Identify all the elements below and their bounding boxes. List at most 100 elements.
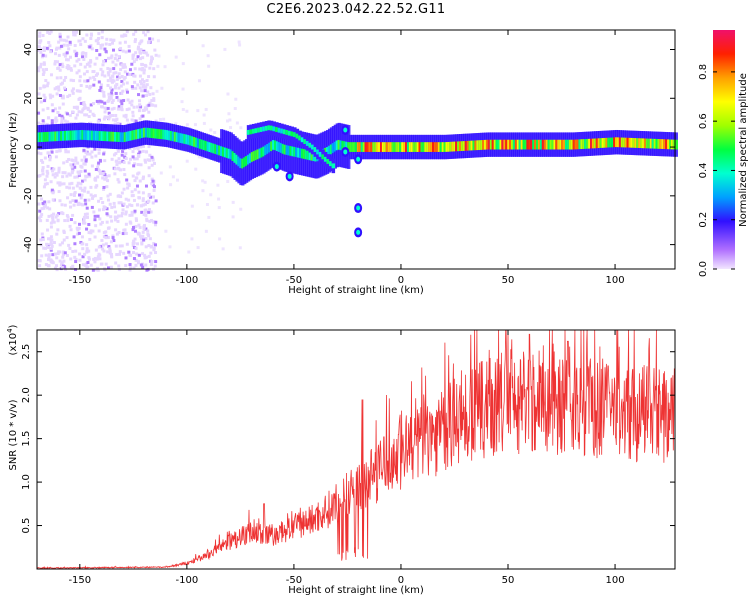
noise-speckle <box>111 118 115 122</box>
noise-speckle <box>239 126 243 130</box>
ridge-core <box>372 142 376 152</box>
noise-speckle <box>102 249 106 253</box>
noise-speckle <box>151 37 155 41</box>
noise-speckle <box>73 64 77 68</box>
noise-speckle <box>113 205 117 209</box>
spectral-blob-core <box>356 229 361 235</box>
noise-speckle <box>49 248 53 252</box>
noise-speckle <box>71 87 75 91</box>
noise-speckle <box>89 59 93 63</box>
ridge-core <box>233 153 237 163</box>
ridge-core <box>337 139 341 150</box>
noise-speckle <box>63 54 67 58</box>
noise-speckle <box>119 168 123 172</box>
y-tick-label: 2.0 <box>21 387 32 403</box>
ridge-core <box>458 141 463 152</box>
ridge-core <box>90 130 95 141</box>
noise-speckle <box>85 243 89 247</box>
noise-speckle <box>39 152 43 156</box>
noise-speckle <box>83 169 87 173</box>
ridge-core <box>651 138 655 149</box>
noise-speckle <box>160 86 164 90</box>
noise-speckle <box>101 43 105 47</box>
noise-speckle <box>97 169 101 173</box>
noise-speckle <box>65 254 69 258</box>
ridge-core <box>649 138 653 149</box>
noise-speckle <box>79 196 83 200</box>
ridge-core <box>563 139 567 150</box>
noise-speckle <box>72 33 76 37</box>
ridge-core <box>453 141 457 152</box>
noise-speckle <box>83 106 87 110</box>
ridge-branch-core <box>311 144 315 150</box>
noise-speckle <box>104 236 108 240</box>
noise-speckle <box>122 251 126 255</box>
ridge-core <box>670 139 675 150</box>
ridge-core <box>611 137 615 148</box>
ridge-core <box>647 138 652 149</box>
noise-speckle <box>136 163 140 167</box>
noise-speckle <box>162 117 166 121</box>
noise-speckle <box>106 106 110 110</box>
noise-speckle <box>157 54 161 58</box>
ridge-core <box>218 145 222 156</box>
ridge-core <box>327 145 332 156</box>
noise-speckle <box>121 89 125 93</box>
noise-speckle <box>117 264 121 268</box>
noise-speckle <box>49 50 53 54</box>
noise-speckle <box>107 174 111 178</box>
noise-speckle <box>86 106 90 110</box>
noise-speckle <box>151 179 155 183</box>
noise-speckle <box>78 39 82 43</box>
ridge-core <box>624 137 628 148</box>
noise-speckle <box>79 101 83 105</box>
noise-speckle <box>40 207 44 211</box>
ridge-core <box>464 140 468 151</box>
noise-speckle <box>85 175 89 179</box>
noise-speckle <box>132 239 136 243</box>
noise-speckle <box>145 83 149 87</box>
noise-speckle <box>39 215 43 219</box>
ridge-core <box>524 139 528 150</box>
noise-speckle <box>112 201 116 205</box>
ridge-core <box>351 142 355 152</box>
spectral-blob-core <box>287 173 292 179</box>
ridge-core <box>443 142 447 152</box>
noise-speckle <box>41 34 45 38</box>
noise-speckle <box>136 261 140 265</box>
noise-speckle <box>87 223 91 227</box>
noise-speckle <box>130 204 134 208</box>
noise-speckle <box>73 242 77 246</box>
noise-speckle <box>79 202 83 206</box>
noise-speckle <box>92 75 96 79</box>
noise-speckle <box>89 231 93 235</box>
ridge-branch-core <box>257 127 261 133</box>
noise-speckle <box>81 51 85 55</box>
noise-speckle <box>74 249 78 253</box>
noise-speckle <box>110 54 114 58</box>
noise-speckle <box>114 228 118 232</box>
noise-speckle <box>130 213 134 217</box>
noise-speckle <box>47 243 51 247</box>
noise-speckle <box>217 197 221 201</box>
ridge-core <box>274 140 278 151</box>
noise-speckle <box>152 188 156 192</box>
noise-speckle <box>138 42 142 46</box>
noise-speckle <box>147 166 151 170</box>
snr-y-label: SNR (10 * v/v) <box>8 399 19 470</box>
noise-speckle <box>149 210 153 214</box>
noise-speckle <box>50 188 54 192</box>
noise-speckle <box>40 232 44 236</box>
noise-speckle <box>122 202 126 206</box>
noise-speckle <box>87 256 91 260</box>
noise-speckle <box>45 182 49 186</box>
ridge-core <box>158 129 162 139</box>
noise-speckle <box>62 78 66 82</box>
noise-speckle <box>231 200 235 204</box>
noise-speckle <box>39 47 43 51</box>
noise-speckle <box>94 224 98 228</box>
noise-speckle <box>99 86 103 90</box>
noise-speckle <box>47 258 51 262</box>
ridge-core <box>142 127 147 138</box>
noise-speckle <box>77 110 81 114</box>
